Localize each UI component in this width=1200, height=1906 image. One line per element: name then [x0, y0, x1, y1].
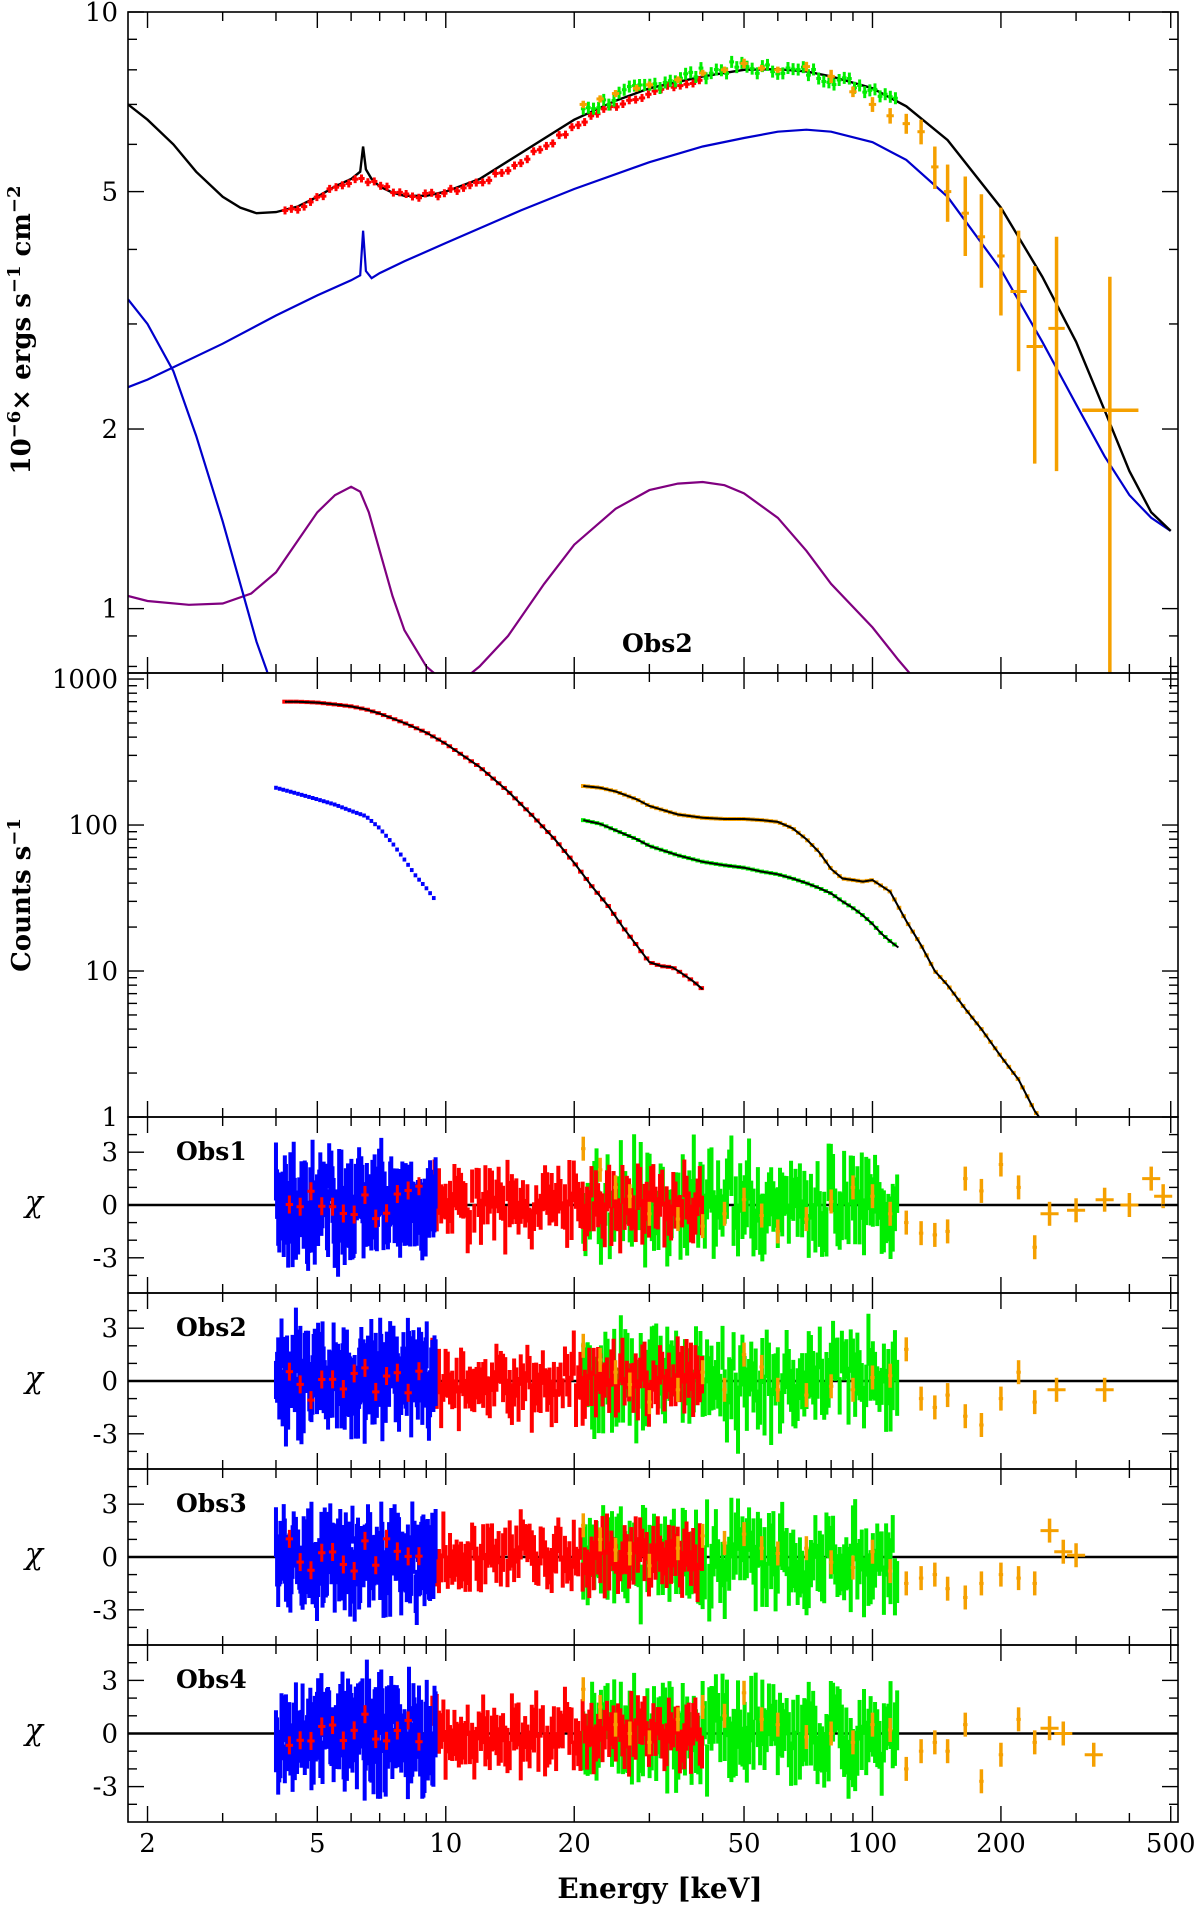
plot-frame — [127, 11, 1179, 674]
y-tick-label: 5 — [101, 178, 118, 208]
x-tick-label: 500 — [1146, 1829, 1196, 1859]
y-axis-label-chi-obs4: χ — [23, 1713, 45, 1748]
ylabel-sup1: −6 — [4, 411, 25, 439]
y-tick-label: 0 — [101, 1720, 118, 1750]
ylabel-base: 10 — [7, 438, 37, 474]
y-tick-label: -3 — [93, 1420, 118, 1450]
y-tick-label: 0 — [101, 1543, 118, 1573]
residual-panel-obs2: 3 0 -3 — [93, 1292, 1179, 1470]
counts-content — [274, 699, 1041, 1117]
comptonization-curve — [128, 128, 1172, 532]
x-tick-label: 100 — [848, 1829, 898, 1859]
x-tick-label: 10 — [429, 1829, 462, 1859]
count-rate-panel: 1 10 100 1000 — [52, 665, 1179, 1133]
reflection-curve — [128, 480, 911, 673]
x-tick-label: 20 — [558, 1829, 591, 1859]
residual-label-obs4: Obs4 — [176, 1665, 247, 1694]
residual-panel-obs1: 3 0 -3 — [93, 1116, 1179, 1294]
y-tick-label: 3 — [101, 1666, 118, 1696]
residual-content — [128, 1134, 1178, 1277]
y-tick-label: 1 — [101, 1103, 118, 1133]
y-tick-label: 10 — [85, 957, 118, 987]
y-tick-label: 2 — [101, 415, 118, 445]
y-axis-label-counts: Counts s−1 — [4, 818, 37, 972]
y-tick-label: 1000 — [52, 665, 118, 695]
spectrum-content — [128, 55, 1172, 673]
y-tick-label: 3 — [101, 1138, 118, 1168]
plot-frame — [127, 672, 1179, 1118]
count-model-orange — [583, 785, 1041, 1117]
disk-blackbody-curve — [128, 298, 269, 673]
residual-content — [128, 1659, 1178, 1801]
count-model-green — [583, 819, 900, 949]
y-tick-label: 0 — [101, 1191, 118, 1221]
counts-label-sup: −1 — [4, 818, 25, 846]
residual-panel-obs4: 3 0 -3 2 5 10 20 50 100 200 500 — [93, 1644, 1196, 1859]
residual-label-obs1: Obs1 — [176, 1137, 247, 1166]
residual-content — [128, 1497, 1178, 1625]
x-tick-label: 50 — [727, 1829, 760, 1859]
x-tick-label: 2 — [139, 1829, 156, 1859]
ylabel-sup3: −2 — [4, 185, 25, 213]
y-tick-label: 100 — [68, 811, 118, 841]
spectrum-annotation: Obs2 — [622, 629, 693, 658]
x-axis-label: Energy [keV] — [557, 1872, 762, 1905]
ylabel-sup2: −1 — [4, 266, 25, 294]
x-tick-label: 200 — [976, 1829, 1026, 1859]
y-axis-label-spectrum: 10−6× ergs s−1 cm−2 — [4, 185, 37, 474]
y-tick-label: -3 — [93, 1244, 118, 1274]
ylabel-mid: × ergs s — [7, 293, 37, 411]
count-model-red — [285, 700, 704, 991]
unfolded-spectrum-panel: 1 2 5 10 — [85, 0, 1179, 674]
residual-panel-obs3: 3 0 -3 — [93, 1468, 1179, 1646]
y-tick-label: -3 — [93, 1596, 118, 1626]
residual-label-obs2: Obs2 — [176, 1313, 247, 1342]
residual-content — [128, 1307, 1178, 1454]
y-axis-label-chi-obs3: χ — [23, 1537, 45, 1572]
counts-label-base: Counts s — [7, 846, 37, 972]
y-tick-label: -3 — [93, 1773, 118, 1803]
y-tick-label: 3 — [101, 1490, 118, 1520]
x-tick-label: 5 — [309, 1829, 326, 1859]
plot-frame — [127, 1644, 1179, 1823]
y-tick-label: 10 — [85, 0, 118, 28]
y-tick-label: 0 — [101, 1367, 118, 1397]
residual-label-obs3: Obs3 — [176, 1489, 247, 1518]
ylabel-mid2: cm — [7, 213, 37, 265]
y-tick-label: 1 — [101, 595, 118, 625]
y-axis-label-chi-obs1: χ — [23, 1185, 45, 1220]
y-axis-label-chi-obs2: χ — [23, 1361, 45, 1396]
total-model-curve — [128, 67, 1172, 532]
y-tick-label: 3 — [101, 1314, 118, 1344]
